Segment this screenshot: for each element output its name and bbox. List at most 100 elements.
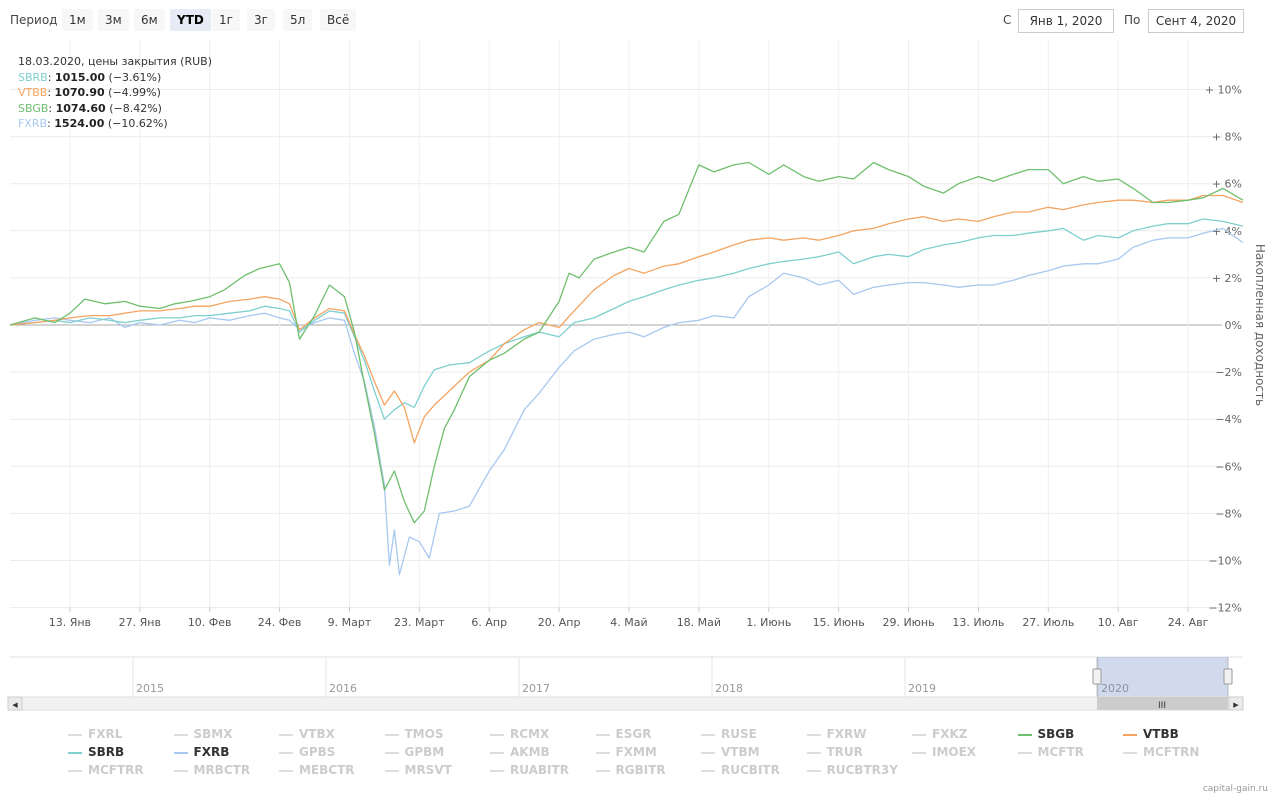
legend-item-mcftrr[interactable]: MCFTRR: [68, 763, 144, 777]
legend-item-trur[interactable]: TRUR: [806, 745, 863, 759]
navigator-year-label: 2019: [908, 682, 936, 695]
legend-item-ruabitr[interactable]: RUABITR: [490, 763, 569, 777]
tooltip-series-value: 1070.90: [54, 86, 105, 100]
from-date-input[interactable]: Янв 1, 2020: [1018, 9, 1114, 33]
legend-line-icon: [384, 733, 399, 736]
legend-line-icon: [912, 751, 926, 754]
legend-item-gpbs[interactable]: GPBS: [279, 745, 335, 759]
legend-line-icon: [490, 769, 504, 772]
period-button-4[interactable]: YTD: [170, 9, 211, 31]
period-button-7[interactable]: 5л: [283, 9, 313, 31]
scrollbar-thumb[interactable]: [1097, 697, 1228, 710]
legend-item-akmb[interactable]: AKMB: [490, 745, 550, 759]
period-button-1[interactable]: 1м: [62, 9, 93, 31]
tooltip-series-change: (−4.99%): [104, 86, 161, 100]
series-line-sbgb: [9, 161, 1244, 524]
y-tick-label: 0%: [1225, 319, 1242, 332]
legend-item-sbgb[interactable]: SBGB: [1017, 727, 1074, 741]
legend-line-icon: [68, 769, 82, 772]
legend-item-vtbx[interactable]: VTBX: [279, 727, 335, 741]
period-button-5[interactable]: 1г: [212, 9, 240, 31]
legend-item-fxkz[interactable]: FXKZ: [912, 727, 967, 741]
legend-item-rgbitr[interactable]: RGBITR: [595, 763, 666, 777]
legend-item-gpbm[interactable]: GPBM: [384, 745, 444, 759]
legend-item-fxrl[interactable]: FXRL: [68, 727, 122, 741]
y-tick-label: −10%: [1208, 555, 1242, 568]
period-button-6[interactable]: 3г: [247, 9, 275, 31]
legend-item-imoex[interactable]: IMOEX: [912, 745, 976, 759]
tooltip-series-name: SBRB: [18, 70, 48, 84]
legend-item-mcftr[interactable]: MCFTR: [1017, 745, 1084, 759]
legend-line-icon: [279, 751, 293, 754]
tooltip-series-change: (−3.61%): [105, 70, 162, 84]
legend-item-mrsvt[interactable]: MRSVT: [384, 763, 452, 777]
navigator-year-label: 2016: [329, 682, 357, 695]
legend-item-rucbtr3y[interactable]: RUCBTR3Y: [806, 763, 898, 777]
tooltip-row-sbrb: SBRB: 1015.00 (−3.61%): [18, 70, 162, 84]
navigator-handle-left[interactable]: [1092, 668, 1102, 685]
x-tick-label: 29. Июнь: [882, 616, 934, 629]
legend-item-mcftrn[interactable]: MCFTRN: [1123, 745, 1199, 759]
to-date-input[interactable]: Сент 4, 2020: [1148, 9, 1244, 33]
scrollbar-track[interactable]: [7, 696, 1244, 711]
legend-label: VTBM: [721, 745, 760, 759]
legend-item-fxmm[interactable]: FXMM: [595, 745, 657, 759]
legend-label: TMOS: [404, 727, 444, 741]
from-label: С: [1003, 13, 1012, 27]
legend-label: RGBITR: [615, 763, 666, 777]
tooltip-rows: SBRB: 1015.00 (−3.61%) VTBB: 1070.90 (−4.…: [18, 70, 212, 132]
legend-item-fxrw[interactable]: FXRW: [806, 727, 866, 741]
legend-item-vtbb[interactable]: VTBB: [1123, 727, 1179, 741]
legend-line-icon: [1017, 733, 1032, 736]
legend-item-rcmx[interactable]: RCMX: [490, 727, 549, 741]
scroll-left-arrow-icon[interactable]: ◀: [12, 701, 18, 709]
period-button-3[interactable]: 6м: [134, 9, 165, 31]
x-tick-label: 24. Фев: [258, 616, 302, 629]
scroll-right-arrow-icon[interactable]: ▶: [1233, 701, 1239, 709]
legend-line-icon: [912, 733, 926, 736]
legend-line-icon: [68, 733, 82, 736]
legend-line-icon: [490, 751, 504, 754]
navigator-year-label: 2015: [136, 682, 164, 695]
period-button-2[interactable]: 3м: [98, 9, 129, 31]
tooltip-series-change: (−10.62%): [104, 117, 168, 131]
tooltip-series-name: VTBB: [18, 86, 48, 100]
legend-item-ruse[interactable]: RUSE: [701, 727, 757, 741]
legend-line-icon: [173, 733, 188, 736]
series-line-fxrb: [9, 227, 1244, 576]
scrollbar-thumb-grip: III: [1158, 701, 1166, 711]
legend-line-icon: [701, 769, 715, 772]
legend-item-rucbitr[interactable]: RUCBITR: [701, 763, 780, 777]
scrollbar-left-button[interactable]: [7, 696, 23, 711]
navigator-handle-right[interactable]: [1223, 668, 1233, 685]
legend-item-vtbm[interactable]: VTBM: [701, 745, 760, 759]
legend-item-esgr[interactable]: ESGR: [595, 727, 651, 741]
legend-line-icon: [384, 751, 399, 754]
to-label: По: [1124, 13, 1141, 27]
legend-line-icon: [173, 751, 188, 754]
legend-line-icon: [68, 751, 82, 754]
legend-item-mebctr[interactable]: MEBCTR: [279, 763, 355, 777]
legend-line-icon: [1017, 751, 1032, 754]
legend-line-icon: [490, 733, 504, 736]
x-tick-label: 4. Май: [610, 616, 647, 629]
legend-item-tmos[interactable]: TMOS: [384, 727, 444, 741]
period-label: Период: [10, 13, 58, 27]
legend-item-sbrb[interactable]: SBRB: [68, 745, 124, 759]
legend-label: FXRL: [88, 727, 123, 741]
x-tick-label: 9. Март: [328, 616, 372, 629]
x-tick-label: 15. Июнь: [813, 616, 865, 629]
period-button-8[interactable]: Всё: [320, 9, 357, 31]
y-tick-label: + 2%: [1212, 272, 1242, 285]
y-tick-label: −8%: [1215, 507, 1242, 520]
legend-label: RUABITR: [510, 763, 569, 777]
legend-label: MCFTRN: [1143, 745, 1200, 759]
legend-line-icon: [595, 769, 610, 772]
tooltip-series-name: SBGB: [18, 101, 49, 115]
x-tick-label: 13. Июль: [952, 616, 1004, 629]
legend-item-fxrb[interactable]: FXRB: [173, 745, 229, 759]
legend-item-sbmx[interactable]: SBMX: [173, 727, 232, 741]
scrollbar-right-button[interactable]: [1228, 696, 1244, 711]
legend-item-mrbctr[interactable]: MRBCTR: [173, 763, 250, 777]
